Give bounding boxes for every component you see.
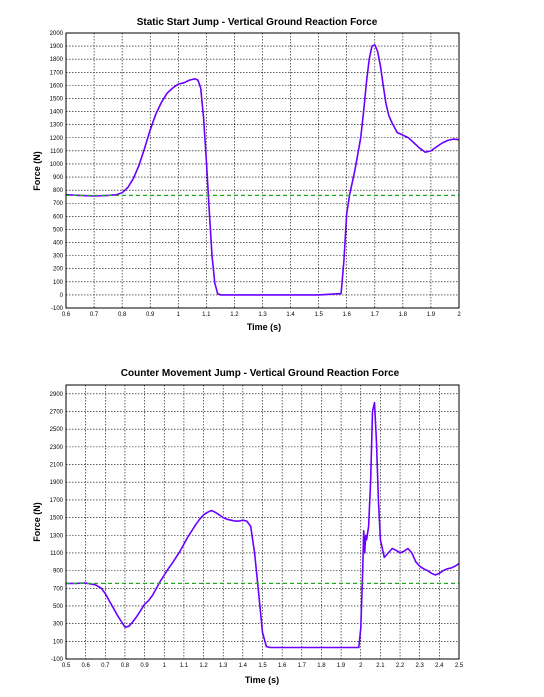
x-tick-label: 1.1	[202, 312, 211, 318]
x-tick-label: 1.3	[258, 312, 267, 318]
y-tick-label: 100	[53, 639, 64, 645]
y-tick-label: 500	[53, 604, 64, 610]
x-tick-label: 2.3	[416, 663, 425, 669]
chart-title: Static Start Jump - Vertical Ground Reac…	[137, 17, 378, 28]
x-tick-label: 1.3	[219, 663, 228, 669]
tick-labels: 0.5 0.6 0.7 0.8 0.9 1 1.1 1.2 1.3 1.4 1.5 1.6 1.7 1.8…	[50, 392, 464, 669]
y-tick-label: 2000	[50, 31, 64, 37]
x-tick-label: 1	[177, 312, 181, 318]
x-tick-label: 1.7	[371, 312, 380, 318]
y-tick-label: 200	[53, 267, 64, 273]
x-tick-label: 0.5	[62, 663, 71, 669]
y-axis-label: Force (N)	[32, 151, 42, 191]
x-tick-label: 2.4	[435, 663, 444, 669]
y-tick-label: 300	[53, 622, 64, 628]
y-tick-label: 1700	[50, 70, 64, 76]
x-axis-label: Time (s)	[247, 322, 281, 332]
y-tick-label: 1300	[50, 123, 64, 129]
y-tick-label: 1100	[50, 551, 64, 557]
y-tick-label: 900	[53, 569, 64, 575]
static-start-jump-chart: Static Start Jump - Vertical Ground Reac…	[32, 17, 461, 332]
plot-area	[66, 33, 459, 308]
x-tick-label: 1.8	[399, 312, 408, 318]
y-tick-label: 500	[53, 227, 64, 233]
y-tick-label: 100	[53, 280, 64, 286]
y-tick-label: 1500	[50, 516, 64, 522]
y-tick-label: 1800	[50, 57, 64, 63]
y-tick-label: 1500	[50, 96, 64, 102]
x-tick-label: 1.7	[298, 663, 307, 669]
x-tick-label: 1.4	[286, 312, 295, 318]
plot-frame	[65, 384, 460, 660]
y-tick-label: 600	[53, 214, 64, 220]
x-tick-label: 2.2	[396, 663, 405, 669]
y-axis-label: Force (N)	[32, 502, 42, 542]
y-tick-label: 700	[53, 586, 64, 592]
x-tick-label: 1.5	[258, 663, 267, 669]
y-tick-label: 1300	[50, 533, 64, 539]
counter-movement-jump-chart: Counter Movement Jump - Vertical Ground …	[32, 368, 464, 685]
y-tick-label: 1600	[50, 83, 64, 89]
x-tick-label: 1.4	[239, 663, 248, 669]
x-tick-label: 1.5	[314, 312, 323, 318]
y-tick-label: 2500	[50, 427, 64, 433]
force-series-line	[66, 401, 460, 649]
x-tick-label: 1.9	[427, 312, 436, 318]
y-tick-label: 1900	[50, 480, 64, 486]
chart-title: Counter Movement Jump - Vertical Ground …	[121, 368, 400, 379]
x-tick-label: 0.9	[146, 312, 155, 318]
y-tick-label: 300	[53, 254, 64, 260]
y-tick-label: 2100	[50, 463, 64, 469]
x-tick-label: 0.6	[62, 312, 71, 318]
x-tick-label: 1	[163, 663, 167, 669]
force-series-line	[65, 43, 460, 296]
plot-frame	[65, 32, 460, 309]
x-tick-label: 2.5	[455, 663, 464, 669]
y-tick-label: 0	[60, 293, 64, 299]
y-tick-label: 900	[53, 175, 64, 181]
y-tick-label: 1900	[50, 44, 64, 50]
grid-lines	[65, 32, 460, 309]
y-tick-label: 1000	[50, 162, 64, 168]
y-tick-label: 400	[53, 241, 64, 247]
x-tick-label: 1.9	[337, 663, 346, 669]
y-tick-label: 1400	[50, 110, 64, 116]
y-tick-label: 2700	[50, 410, 64, 416]
x-tick-label: 2.1	[376, 663, 385, 669]
y-tick-label: 700	[53, 201, 64, 207]
x-tick-label: 0.7	[90, 312, 99, 318]
y-tick-label: -100	[51, 657, 64, 663]
x-tick-label: 1.8	[317, 663, 326, 669]
x-tick-label: 2	[359, 663, 363, 669]
x-tick-label: 1.2	[230, 312, 239, 318]
y-tick-label: 1700	[50, 498, 64, 504]
y-tick-label: 800	[53, 188, 64, 194]
x-tick-label: 2	[457, 312, 461, 318]
x-tick-label: 0.7	[101, 663, 110, 669]
x-axis-label: Time (s)	[245, 675, 279, 685]
x-tick-label: 1.6	[278, 663, 287, 669]
x-tick-label: 0.6	[81, 663, 90, 669]
x-tick-label: 0.8	[121, 663, 130, 669]
x-tick-label: 1.6	[343, 312, 352, 318]
plot-area	[66, 385, 459, 659]
x-tick-label: 1.2	[199, 663, 208, 669]
y-tick-label: 1200	[50, 136, 64, 142]
tick-labels: 0.6 0.7 0.8 0.9 1 1.1 1.2 1.3 1.4 1.5 1.6 1.7 1.8 1.9…	[50, 31, 462, 318]
series-lines	[66, 401, 460, 649]
y-tick-label: 2300	[50, 445, 64, 451]
series-lines	[65, 43, 460, 296]
x-tick-label: 0.8	[118, 312, 127, 318]
y-tick-label: 2900	[50, 392, 64, 398]
y-tick-label: 1100	[50, 149, 64, 155]
x-tick-label: 1.1	[180, 663, 189, 669]
x-tick-label: 0.9	[140, 663, 149, 669]
y-tick-label: -100	[51, 306, 64, 312]
grid-lines	[65, 385, 460, 660]
